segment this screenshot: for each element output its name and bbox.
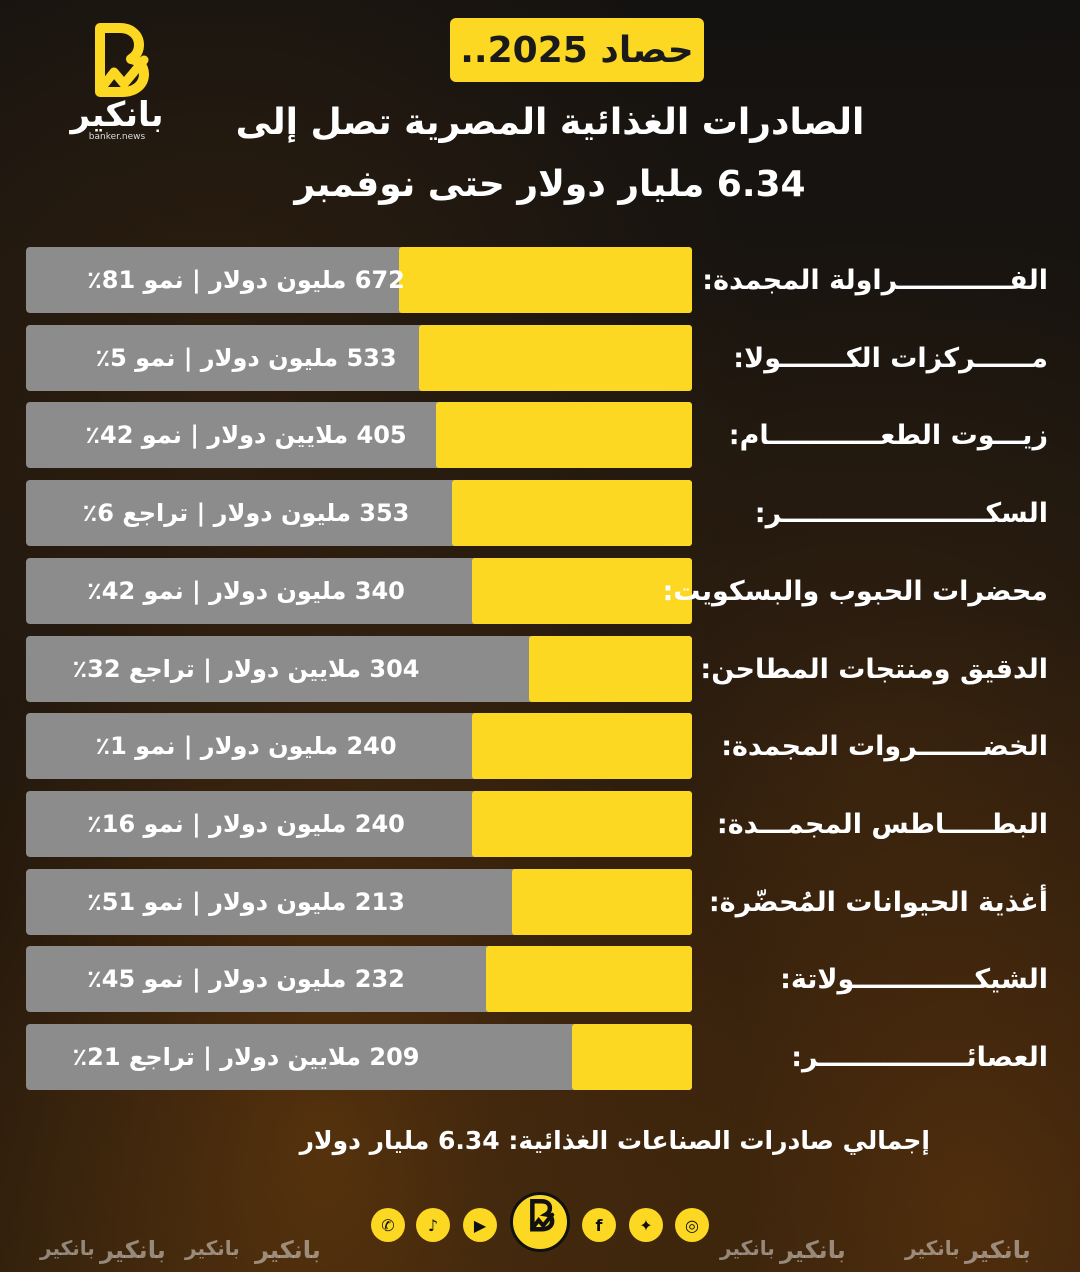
page-title: الصادرات الغذائية المصرية تصل إلى 6.34 م… [150,92,950,216]
badge-text: حصاد 2025.. [460,29,694,71]
watermark: بانكير [720,1236,775,1260]
category-label: الدقيق ومنتجات المطاحن: [700,653,1048,685]
youtube-icon[interactable]: ▶ [463,1208,497,1242]
data-label: 240 مليون دولار | نمو 1٪ [95,732,397,760]
chart-row: 209 ملايين دولار | تراجع 21٪ العصائــــــ… [0,1024,1080,1090]
bar [512,869,692,935]
category-label: مــــــركزات الكـــــــولا: [733,342,1048,374]
brand-logo-icon[interactable] [510,1192,570,1252]
data-label: 340 مليون دولار | نمو 42٪ [87,577,405,605]
chart-row: 533 مليون دولار | نمو 5٪ مــــــركزات الك… [0,325,1080,391]
brand-url: banker.news [88,132,146,142]
bar [472,713,692,779]
bar [486,946,692,1012]
chart-row: 340 مليون دولار | نمو 42٪ محضرات الحبوب و… [0,558,1080,624]
chart-row: 213 مليون دولار | نمو 51٪ أغذية الحيوانات… [0,869,1080,935]
data-label: 209 ملايين دولار | تراجع 21٪ [72,1043,420,1071]
category-label: محضرات الحبوب والبسكويت: [662,575,1048,607]
bar [472,791,692,857]
total-summary: إجمالي صادرات الصناعات الغذائية: 6.34 مل… [299,1126,930,1155]
bar-track: 533 مليون دولار | نمو 5٪ [26,325,692,391]
bar-track: 340 مليون دولار | نمو 42٪ [26,558,692,624]
category-label: زيـــوت الطعــــــــــــام: [728,419,1048,451]
bar-track: 232 مليون دولار | نمو 45٪ [26,946,692,1012]
category-label: السكــــــــــــــــــــــر: [754,497,1048,529]
chart-row: 405 ملايين دولار | نمو 42٪ زيـــوت الطعــ… [0,402,1080,468]
category-label: الفــــــــــــراولة المجمدة: [702,264,1048,296]
data-label: 240 مليون دولار | نمو 16٪ [87,810,405,838]
chart-row: 304 ملايين دولار | تراجع 32٪ الدقيق ومنتج… [0,636,1080,702]
data-label: 672 مليون دولار | نمو 81٪ [87,266,405,294]
header-badge: حصاد 2025.. [450,18,704,82]
category-label: الشيكـــــــــــــولاتة: [780,963,1048,995]
title-line-1: الصادرات الغذائية المصرية تصل إلى [235,102,865,143]
watermark: بانكير [965,1236,1031,1264]
chart-row: 240 مليون دولار | نمو 16٪ البطـــــاطس ال… [0,791,1080,857]
bar-track: 672 مليون دولار | نمو 81٪ [26,247,692,313]
data-label: 232 مليون دولار | نمو 45٪ [87,965,405,993]
bar [472,558,692,624]
bar-track: 304 ملايين دولار | تراجع 32٪ [26,636,692,702]
watermark: بانكير [255,1236,321,1264]
twitter-icon[interactable]: ✦ [629,1208,663,1242]
chart-row: 232 مليون دولار | نمو 45٪ الشيكــــــــــ… [0,946,1080,1012]
whatsapp-icon[interactable]: ✆ [371,1208,405,1242]
watermark: بانكير [100,1236,166,1264]
category-label: العصائــــــــــــــــر: [791,1041,1048,1073]
data-label: 213 مليون دولار | نمو 51٪ [87,888,405,916]
bar-track: 353 مليون دولار | تراجع 6٪ [26,480,692,546]
bar [529,636,692,702]
brand-logo-icon [95,23,149,97]
bar [419,325,692,391]
social-bar: ✆ ♪ ▶ f ✦ ◎ [0,1192,1080,1258]
instagram-icon[interactable]: ◎ [675,1208,709,1242]
bar [436,402,692,468]
title-line-2: 6.34 مليار دولار حتى نوفمبر [294,164,806,205]
data-label: 533 مليون دولار | نمو 5٪ [95,344,397,372]
bar-track: 405 ملايين دولار | نمو 42٪ [26,402,692,468]
bar [452,480,692,546]
watermark: بانكير [780,1236,846,1264]
chart-row: 672 مليون دولار | نمو 81٪ الفــــــــــــ… [0,247,1080,313]
category-label: البطـــــاطس المجمـــدة: [716,808,1048,840]
data-label: 405 ملايين دولار | نمو 42٪ [85,421,407,449]
bar-track: 209 ملايين دولار | تراجع 21٪ [26,1024,692,1090]
brand-name: بانكير [70,95,164,135]
category-label: أغذية الحيوانات المُحضّرة: [708,886,1048,918]
chart-row: 353 مليون دولار | تراجع 6٪ السكــــــــــ… [0,480,1080,546]
watermark: بانكير [185,1236,240,1260]
bar-track: 213 مليون دولار | نمو 51٪ [26,869,692,935]
watermark: بانكير [905,1236,960,1260]
data-label: 353 مليون دولار | تراجع 6٪ [82,499,410,527]
bar-track: 240 مليون دولار | نمو 16٪ [26,791,692,857]
bar [572,1024,692,1090]
chart-row: 240 مليون دولار | نمو 1٪ الخضـــــــروات … [0,713,1080,779]
tiktok-icon[interactable]: ♪ [416,1208,450,1242]
category-label: الخضـــــــروات المجمدة: [721,730,1048,762]
bar-track: 240 مليون دولار | نمو 1٪ [26,713,692,779]
bar [399,247,692,313]
facebook-icon[interactable]: f [582,1208,616,1242]
data-label: 304 ملايين دولار | تراجع 32٪ [72,655,420,683]
watermark: بانكير [40,1236,95,1260]
